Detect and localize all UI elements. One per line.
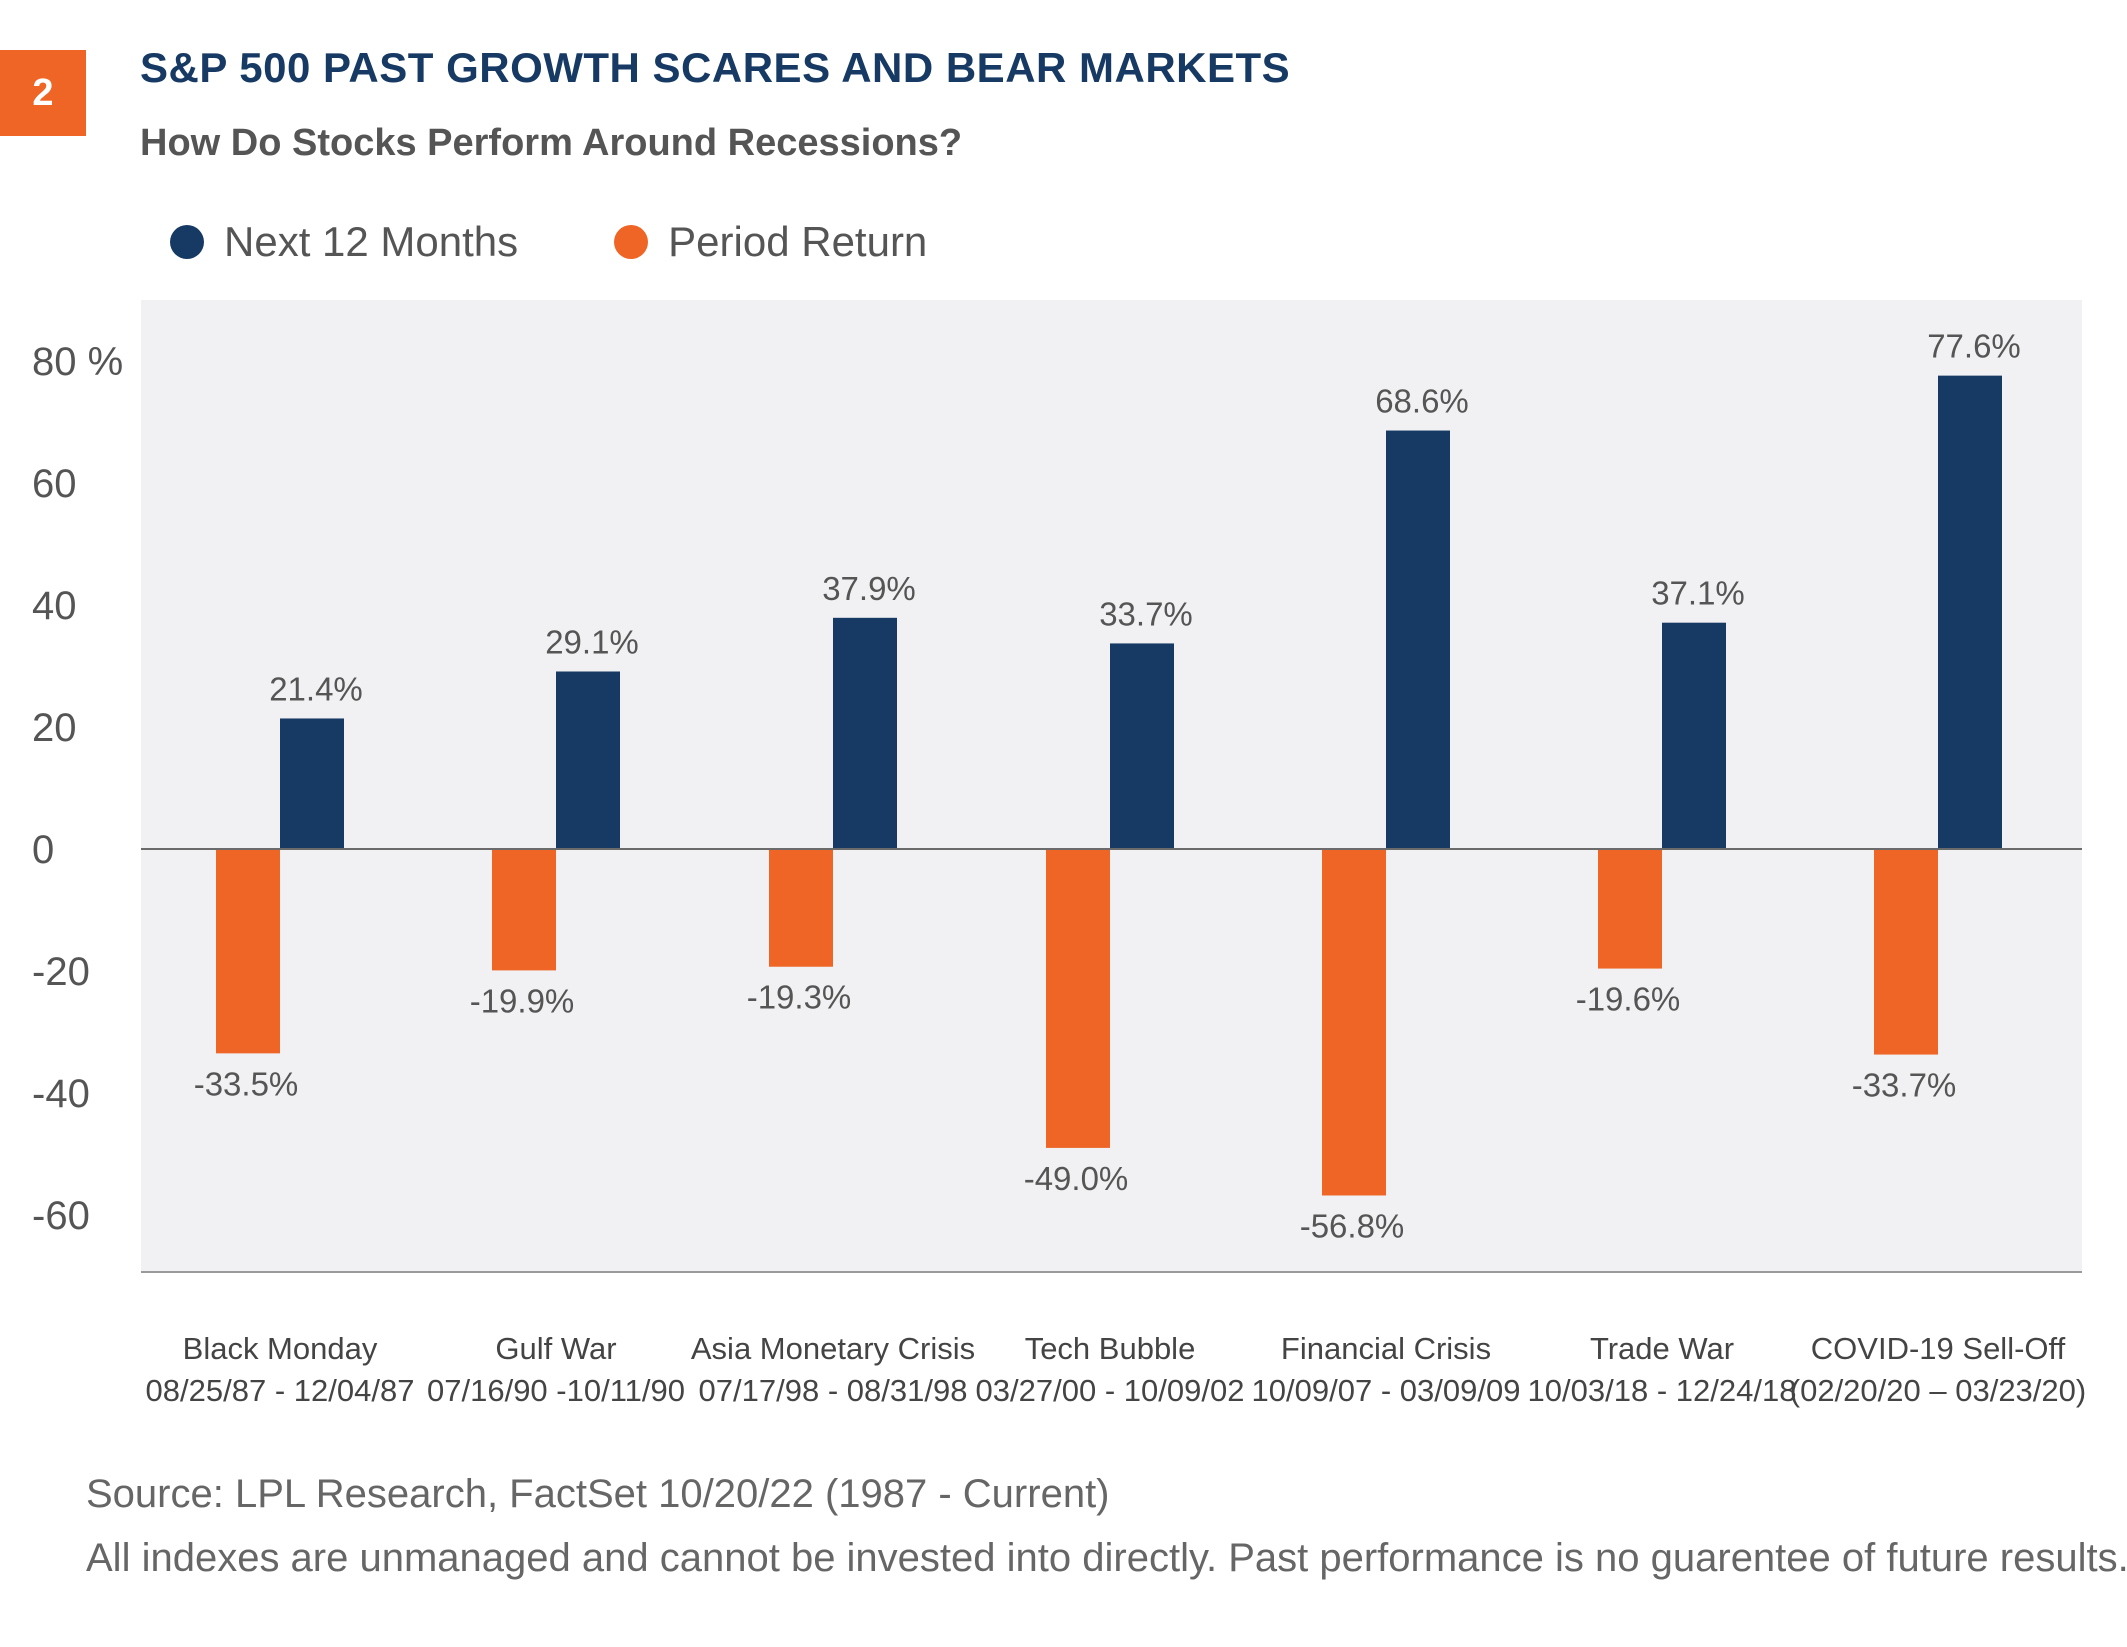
data-label-next-12-months: 77.6% (1927, 328, 2021, 365)
x-category-label: COVID-19 Sell-Off (1811, 1331, 2066, 1366)
bar-period-return (769, 849, 833, 967)
data-label-period-return: -33.7% (1852, 1067, 1957, 1104)
legend-swatch-navy (170, 225, 204, 259)
data-label-period-return: -33.5% (194, 1065, 299, 1102)
x-category-dates: (02/20/20 – 03/23/20) (1790, 1373, 2086, 1408)
bar-next-12-months (833, 617, 897, 849)
data-label-next-12-months: 68.6% (1375, 383, 1469, 420)
x-category-dates: 08/25/87 - 12/04/87 (146, 1373, 415, 1408)
x-category-dates: 10/03/18 - 12/24/18 (1528, 1373, 1797, 1408)
chart-title: S&P 500 PAST GROWTH SCARES AND BEAR MARK… (140, 44, 1291, 91)
y-tick-label: 40 (32, 584, 77, 628)
legend-swatch-orange (614, 225, 649, 259)
bar-next-12-months (1110, 643, 1174, 849)
disclaimer-note: All indexes are unmanaged and cannot be … (86, 1536, 2127, 1580)
x-category-dates: 03/27/00 - 10/09/02 (976, 1373, 1245, 1408)
x-category-label: Black Monday (183, 1331, 378, 1366)
figure-number-badge: 2 (0, 50, 86, 136)
legend-item-period-return: Period Return (614, 218, 927, 266)
chart-subtitle: How Do Stocks Perform Around Recessions? (140, 122, 963, 164)
x-category-label: Gulf War (495, 1331, 616, 1366)
data-label-period-return: -56.8% (1300, 1207, 1405, 1244)
data-label-period-return: -19.3% (747, 979, 852, 1016)
data-label-next-12-months: 37.9% (822, 570, 916, 607)
x-category-label: Trade War (1590, 1331, 1734, 1366)
y-tick-label: 20 (32, 706, 77, 750)
y-tick-label: -40 (32, 1072, 90, 1116)
y-tick-label: -60 (32, 1194, 90, 1238)
y-tick-label: 80 % (32, 340, 123, 384)
x-category-label: Financial Crisis (1281, 1331, 1491, 1366)
data-label-period-return: -19.9% (470, 982, 575, 1019)
bar-period-return (216, 849, 280, 1054)
bar-period-return (492, 849, 556, 971)
legend-item-next-12-months: Next 12 Months (170, 218, 518, 266)
bar-period-return (1598, 849, 1662, 969)
y-tick-label: -20 (32, 950, 90, 994)
bar-next-12-months (1662, 622, 1726, 849)
legend-label-next-12-months: Next 12 Months (224, 218, 519, 265)
data-label-next-12-months: 33.7% (1099, 595, 1193, 632)
bar-next-12-months (1386, 430, 1450, 849)
bar-next-12-months (1938, 375, 2002, 849)
source-note: Source: LPL Research, FactSet 10/20/22 (… (86, 1472, 1110, 1516)
data-label-period-return: -49.0% (1024, 1160, 1129, 1197)
legend-label-period-return: Period Return (668, 218, 928, 265)
data-label-next-12-months: 37.1% (1651, 575, 1745, 612)
x-category-dates: 07/16/90 -10/11/90 (427, 1373, 685, 1408)
x-category-dates: 07/17/98 - 08/31/98 (699, 1373, 968, 1408)
x-category-dates: 10/09/07 - 03/09/09 (1252, 1373, 1521, 1408)
data-label-next-12-months: 29.1% (545, 623, 639, 660)
bar-period-return (1322, 849, 1386, 1196)
x-category-label: Asia Monetary Crisis (691, 1331, 975, 1366)
y-tick-label: 0 (32, 828, 54, 872)
data-label-period-return: -19.6% (1576, 981, 1681, 1018)
chart-legend: Next 12 Months Period Return (170, 218, 1023, 266)
y-tick-label: 60 (32, 462, 77, 506)
bar-next-12-months (280, 718, 344, 849)
bar-next-12-months (556, 671, 620, 849)
bar-period-return (1874, 849, 1938, 1055)
x-category-label: Tech Bubble (1025, 1331, 1196, 1366)
bar-period-return (1046, 849, 1110, 1148)
data-label-next-12-months: 21.4% (269, 670, 363, 707)
